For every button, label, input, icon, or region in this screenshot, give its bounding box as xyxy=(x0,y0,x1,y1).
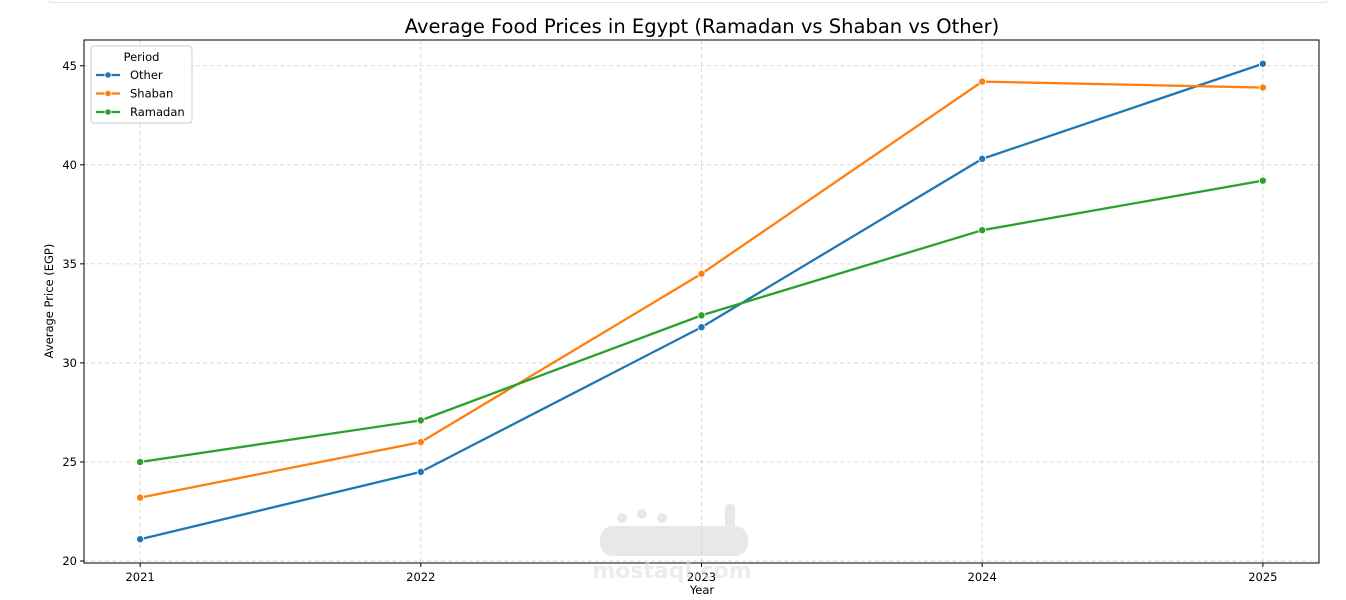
x-tick-label: 2021 xyxy=(125,570,154,584)
grid xyxy=(84,40,1319,563)
y-tick-label: 40 xyxy=(62,158,77,172)
top-border-strip xyxy=(49,0,1327,3)
y-axis: 20 25 30 35 40 45 xyxy=(62,59,84,568)
x-tick-label: 2022 xyxy=(406,570,435,584)
data-point-other xyxy=(1258,59,1267,68)
series-other xyxy=(136,59,1267,544)
data-point-ramadan xyxy=(978,226,987,235)
data-point-shaban xyxy=(697,269,706,278)
y-tick-label: 35 xyxy=(62,257,77,271)
watermark-logo xyxy=(600,504,748,556)
y-tick-label: 30 xyxy=(62,356,77,370)
legend-swatch-marker xyxy=(104,108,112,116)
legend-label: Ramadan xyxy=(130,105,185,119)
data-point-other xyxy=(136,535,145,544)
data-point-other xyxy=(978,154,987,163)
legend-title: Period xyxy=(124,50,160,64)
legend-item-ramadan: Ramadan xyxy=(96,105,185,119)
data-point-ramadan xyxy=(697,311,706,320)
data-point-shaban xyxy=(1258,83,1267,92)
y-tick-label: 45 xyxy=(62,59,77,73)
y-tick-label: 20 xyxy=(62,554,77,568)
series-layer xyxy=(136,59,1267,544)
y-axis-label: Average Price (EGP) xyxy=(42,244,56,359)
data-point-shaban xyxy=(416,438,425,447)
legend-items: Other Shaban Ramadan xyxy=(96,68,185,119)
legend: Period Other Shaban Ramadan xyxy=(90,45,193,124)
data-point-ramadan xyxy=(416,416,425,425)
legend-swatch-marker xyxy=(104,71,112,79)
watermark: mostaql.com xyxy=(592,504,752,584)
data-point-ramadan xyxy=(136,457,145,466)
legend-item-other: Other xyxy=(96,68,163,82)
series-ramadan xyxy=(136,176,1267,466)
chart-title: Average Food Prices in Egypt (Ramadan vs… xyxy=(405,15,999,38)
legend-label: Shaban xyxy=(130,87,173,101)
x-axis-label: Year xyxy=(689,583,715,595)
data-point-ramadan xyxy=(1258,176,1267,185)
x-tick-label: 2023 xyxy=(687,570,716,584)
legend-label: Other xyxy=(130,68,163,82)
x-tick-label: 2025 xyxy=(1248,570,1277,584)
legend-box xyxy=(90,45,193,124)
x-axis: 2021 2022 2023 2024 2025 xyxy=(125,563,1278,584)
series-shaban xyxy=(136,77,1267,502)
data-point-shaban xyxy=(136,493,145,502)
legend-item-shaban: Shaban xyxy=(96,87,173,101)
watermark-text: mostaql.com xyxy=(592,559,751,584)
data-point-shaban xyxy=(978,77,987,86)
y-tick-label: 25 xyxy=(62,455,77,469)
x-tick-label: 2024 xyxy=(968,570,997,584)
data-point-other xyxy=(697,323,706,332)
legend-swatch-marker xyxy=(104,89,112,98)
data-point-other xyxy=(416,467,425,476)
